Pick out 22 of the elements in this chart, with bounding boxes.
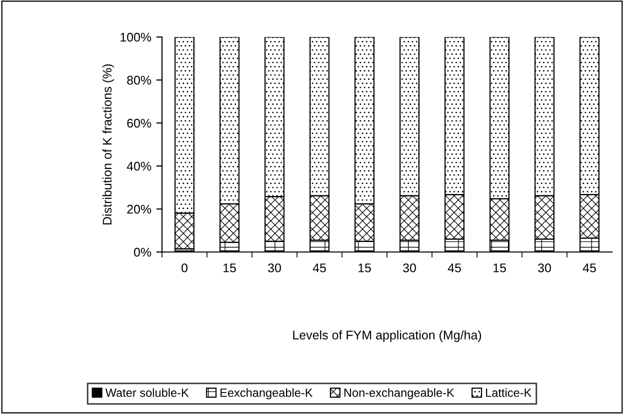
y-tick-label: 60% <box>127 118 152 128</box>
x-tick-label: 0 <box>182 263 188 272</box>
x-tick-label: 45 <box>582 264 596 272</box>
x-tick-label: 45 <box>312 264 326 272</box>
y-tick-label: 20% <box>127 204 152 214</box>
y-tick-label: 80% <box>127 76 152 85</box>
y-tick-label: 0% <box>134 248 152 257</box>
legend-label: Water soluble-K <box>105 388 189 397</box>
x-tick-label: 30 <box>403 263 416 272</box>
legend-label: Non-exchangeable-K <box>344 388 454 400</box>
legend-label: Lattice-K <box>486 388 532 397</box>
x-axis-title: Levels of FYM application (Mg/ha) <box>293 330 482 342</box>
x-tick-label: 15 <box>358 264 371 272</box>
y-tick-label: 100% <box>120 32 152 42</box>
legend-label: Eexchangeable-K <box>220 388 313 400</box>
x-tick-label: 15 <box>494 264 506 272</box>
x-tick-label: 15 <box>224 264 236 272</box>
x-tick-label: 30 <box>268 263 281 272</box>
y-axis-title: Distribution of K fractions (%) <box>102 64 114 224</box>
x-tick-label: 30 <box>538 263 551 272</box>
x-tick-label: 45 <box>448 264 461 272</box>
y-tick-label: 40% <box>126 162 152 171</box>
